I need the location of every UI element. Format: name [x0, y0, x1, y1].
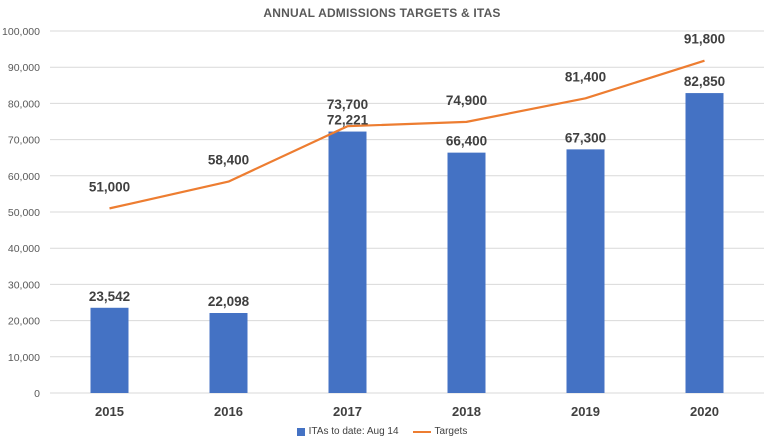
targets-line [109, 59, 705, 210]
x-tick-label: 2019 [571, 404, 600, 419]
bar [90, 307, 129, 393]
x-tick-label: 2020 [690, 404, 719, 419]
y-tick-label: 40,000 [8, 243, 40, 255]
chart-title: ANNUAL ADMISSIONS TARGETS & ITAS [263, 6, 501, 20]
legend-bar-swatch [296, 427, 305, 436]
x-tick-label: 2016 [214, 404, 243, 419]
data-labels: 23,542 22,098 72,221 66,400 67,300 82,850 51,0… [89, 32, 725, 309]
bar [566, 149, 605, 393]
bar-data-label: 82,850 [684, 74, 725, 89]
line-data-label: 58,400 [208, 153, 249, 168]
y-tick-label: 10,000 [8, 352, 40, 364]
line-data-label: 51,000 [89, 179, 130, 194]
y-axis: 0 10,000 20,000 30,000 40,000 50,000 60,000 70,… [2, 26, 40, 400]
legend-item-targets: Targets [412, 426, 468, 437]
x-tick-label: 2015 [95, 404, 124, 419]
line-data-label: 74,900 [446, 93, 487, 108]
y-tick-label: 90,000 [8, 62, 40, 74]
line-data-label: 91,800 [684, 32, 725, 47]
y-tick-label: 100,000 [2, 26, 40, 38]
bar-data-label: 67,300 [565, 130, 606, 145]
line-series [109, 59, 705, 210]
bar [328, 131, 367, 393]
gridlines [50, 30, 764, 394]
legend-label-itas: ITAs to date: Aug 14 [308, 426, 399, 437]
x-tick-label: 2017 [333, 404, 362, 419]
y-tick-label: 30,000 [8, 279, 40, 291]
y-tick-label: 70,000 [8, 135, 40, 147]
bar-data-label: 23,542 [89, 289, 130, 304]
line-data-label: 81,400 [565, 69, 606, 84]
x-tick-label: 2018 [452, 404, 481, 419]
legend-label-targets: Targets [434, 426, 468, 437]
x-axis: 2015 2016 2017 2018 2019 2020 [95, 404, 719, 419]
legend-item-itas: ITAs to date: Aug 14 [296, 426, 399, 437]
bar-series [90, 93, 724, 393]
bar-data-label: 66,400 [446, 134, 487, 149]
y-tick-label: 0 [34, 388, 40, 400]
y-tick-label: 80,000 [8, 98, 40, 110]
y-tick-label: 20,000 [8, 316, 40, 328]
bar-data-label: 72,221 [327, 113, 369, 128]
y-tick-label: 60,000 [8, 171, 40, 183]
legend: ITAs to date: Aug 14 Targets [0, 426, 764, 437]
legend-line-swatch [412, 430, 431, 433]
bar-data-label: 22,098 [208, 294, 250, 309]
bar [209, 313, 248, 393]
bar [685, 93, 724, 393]
y-tick-label: 50,000 [8, 207, 40, 219]
line-data-label: 73,700 [327, 97, 368, 112]
bar [447, 152, 486, 393]
